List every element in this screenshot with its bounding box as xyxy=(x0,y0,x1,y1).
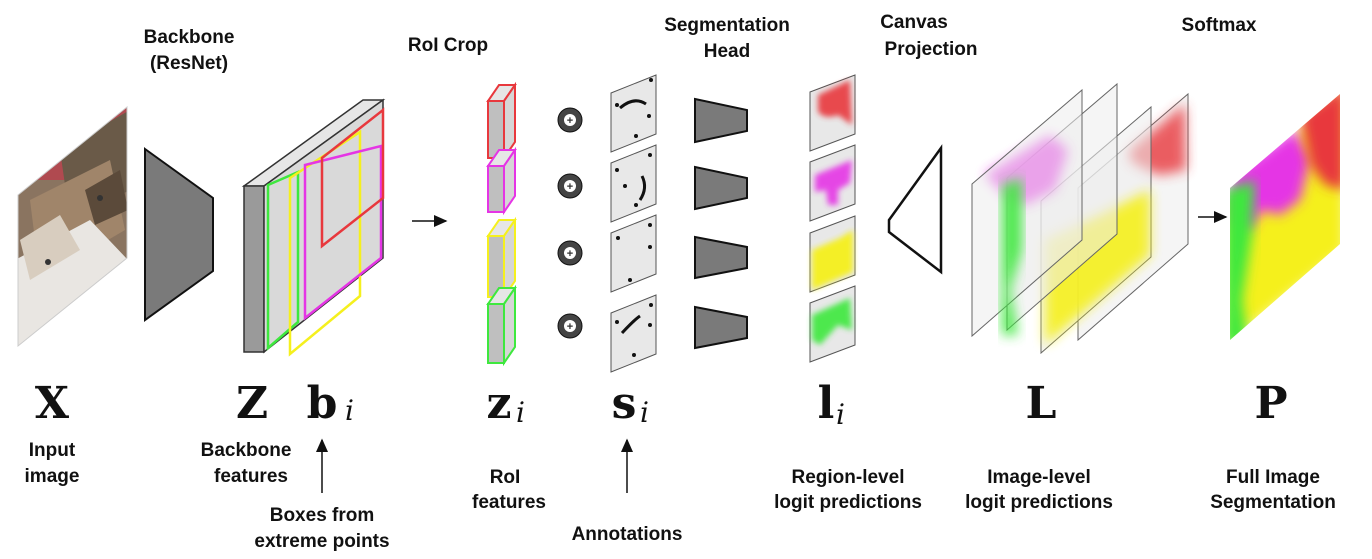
input-caption-line1: Input xyxy=(29,440,76,461)
segmentation-head-subtitle: Head xyxy=(704,41,750,62)
symbol-L: L xyxy=(1026,378,1057,429)
roi-features-caption-line1: RoI xyxy=(490,467,521,488)
symbol-s-i: s i xyxy=(612,378,649,429)
svg-text:+: + xyxy=(567,181,573,193)
backbone-title: Backbone xyxy=(144,27,235,48)
annotation-map xyxy=(610,214,657,293)
input-caption-line2: image xyxy=(25,466,80,487)
full-segmentation-output xyxy=(1230,94,1340,340)
symbol-P: P xyxy=(1254,378,1287,429)
annotation-map xyxy=(610,144,657,223)
roi-cube-magenta xyxy=(486,146,517,216)
svg-text:s: s xyxy=(612,378,637,429)
svg-text:i: i xyxy=(836,398,845,431)
region-logits-caption-line1: Region-level xyxy=(792,467,905,488)
roi-cube-yellow xyxy=(486,216,517,301)
segmentation-heads xyxy=(694,97,748,350)
image-logits-caption-line1: Image-level xyxy=(987,467,1091,488)
canvas-projection-title: Canvas xyxy=(880,12,948,33)
boxes-caption-line2: extreme points xyxy=(254,531,389,552)
segmentation-head xyxy=(694,165,748,211)
segmentation-head xyxy=(694,305,748,350)
svg-text:i: i xyxy=(640,396,649,429)
region-logit-map-green xyxy=(809,285,856,363)
svg-text:+: + xyxy=(567,115,573,127)
svg-text:+: + xyxy=(567,321,573,333)
symbol-x: X xyxy=(35,378,70,429)
backbone-encoder-shape xyxy=(144,147,214,322)
boxes-caption-line1: Boxes from xyxy=(270,505,375,526)
svg-text:i: i xyxy=(516,396,525,429)
region-logit-map-magenta xyxy=(809,144,856,222)
backbone-subtitle: (ResNet) xyxy=(150,53,228,74)
symbol-z: Z xyxy=(236,378,268,429)
magenta-box xyxy=(303,144,383,321)
annotation-map xyxy=(610,74,657,153)
roi-cube-red xyxy=(486,81,517,162)
annotations-caption: Annotations xyxy=(572,524,683,545)
plus-node: + xyxy=(557,173,583,199)
roi-features-caption-line2: features xyxy=(472,492,546,513)
region-logits-caption-line2: logit predictions xyxy=(774,492,922,513)
plus-node: + xyxy=(557,240,583,266)
symbol-z-i: z i xyxy=(487,378,525,429)
plus-node: + xyxy=(557,313,583,339)
symbol-b-i: b i xyxy=(307,378,354,429)
full-seg-caption-line2: Segmentation xyxy=(1210,492,1336,513)
region-logit-map-red xyxy=(809,74,856,152)
image-logits-caption-line2: logit predictions xyxy=(965,492,1113,513)
input-image xyxy=(17,105,128,348)
roi-cube-green xyxy=(486,284,517,367)
symbol-l-i: l i xyxy=(818,378,845,431)
backbone-features-caption-line1: Backbone xyxy=(201,440,292,461)
backbone-feature-map xyxy=(241,98,386,357)
canvas-projection-subtitle: Projection xyxy=(885,39,978,60)
canvas-projection-shape xyxy=(887,144,943,275)
roi-crop-title: RoI Crop xyxy=(408,35,488,56)
roi-feature-cubes xyxy=(486,81,517,367)
svg-text:z: z xyxy=(487,378,512,429)
softmax-title: Softmax xyxy=(1182,15,1257,36)
logit-layer-green xyxy=(971,88,1083,338)
red-box xyxy=(320,107,385,249)
svg-text:b: b xyxy=(307,378,338,429)
segmentation-head xyxy=(694,235,748,280)
region-logit-maps xyxy=(809,74,856,363)
image-logit-stack xyxy=(971,82,1189,355)
annotation-map xyxy=(610,294,657,373)
green-box xyxy=(266,170,300,351)
svg-text:+: + xyxy=(567,248,573,260)
plus-node: + xyxy=(557,107,583,133)
annotation-maps xyxy=(610,74,657,373)
full-seg-caption-line1: Full Image xyxy=(1226,467,1320,488)
segmentation-head xyxy=(694,97,748,144)
svg-text:i: i xyxy=(345,394,354,427)
region-logit-map-yellow xyxy=(809,215,856,293)
svg-text:l: l xyxy=(818,378,835,429)
segmentation-head-title: Segmentation xyxy=(664,15,790,36)
backbone-features-caption-line2: features xyxy=(214,466,288,487)
concat-plus-nodes: + + + + xyxy=(557,107,583,339)
